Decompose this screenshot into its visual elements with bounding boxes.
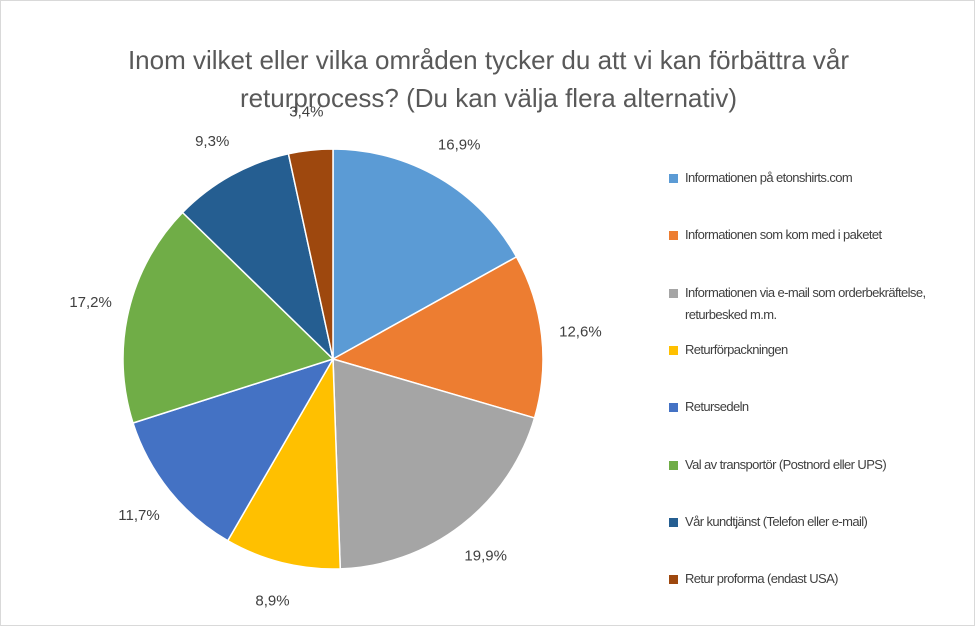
pie-slice bbox=[132, 357, 335, 542]
pie-slice bbox=[181, 152, 335, 362]
legend-swatch bbox=[669, 403, 678, 413]
legend-item: Informationen på etonshirts.com bbox=[669, 167, 965, 189]
legend-item: Informationen via e-mail som orderbekräf… bbox=[669, 282, 965, 326]
legend-item: Val av transportör (Postnord eller UPS) bbox=[669, 454, 965, 476]
legend-item: Vår kundtjänst (Telefon eller e-mail) bbox=[669, 511, 965, 533]
legend-swatch bbox=[669, 517, 678, 527]
data-label: 11,7% bbox=[118, 507, 159, 524]
legend-label: Vår kundtjänst (Telefon eller e-mail) bbox=[685, 513, 868, 529]
legend-swatch bbox=[669, 288, 678, 298]
data-label: 3,4% bbox=[289, 103, 323, 120]
legend-label: Val av transportör (Postnord eller UPS) bbox=[685, 456, 887, 472]
data-label: 8,9% bbox=[255, 593, 289, 610]
pie-slice bbox=[226, 356, 342, 570]
legend-item: Retursedeln bbox=[669, 396, 965, 418]
pie-slice bbox=[287, 148, 334, 360]
data-label: 12,6% bbox=[559, 323, 602, 340]
legend-item: Retur proforma (endast USA) bbox=[669, 568, 965, 590]
legend-label: Retur proforma (endast USA) bbox=[685, 571, 838, 587]
data-label: 17,2% bbox=[69, 294, 112, 311]
data-label: 16,9% bbox=[438, 136, 481, 153]
pie-slice bbox=[122, 211, 335, 424]
legend-label: Informationen på etonshirts.com bbox=[685, 170, 853, 185]
legend-swatch bbox=[669, 460, 678, 470]
legend-swatch bbox=[669, 575, 678, 585]
legend-swatch bbox=[669, 345, 678, 355]
pie-slice bbox=[331, 255, 544, 419]
legend-label: Retursedeln bbox=[685, 399, 749, 415]
data-label: 19,9% bbox=[464, 548, 507, 565]
chart-title: Inom vilket eller vilka områden tycker d… bbox=[127, 45, 850, 113]
legend-item: Informationen som kom med i paketet bbox=[669, 224, 965, 246]
legend-swatch bbox=[669, 174, 678, 183]
legend-label: Returförpackningen bbox=[685, 341, 788, 357]
legend-label: Informationen via e-mail som orderbekräf… bbox=[685, 284, 926, 322]
pie-slice bbox=[332, 148, 518, 361]
pie-slice bbox=[332, 357, 536, 570]
data-label: 9,3% bbox=[195, 133, 229, 150]
legend-swatch bbox=[669, 231, 678, 241]
legend-label: Informationen som kom med i paketet bbox=[685, 227, 882, 243]
legend-item: Returförpackningen bbox=[669, 339, 965, 361]
